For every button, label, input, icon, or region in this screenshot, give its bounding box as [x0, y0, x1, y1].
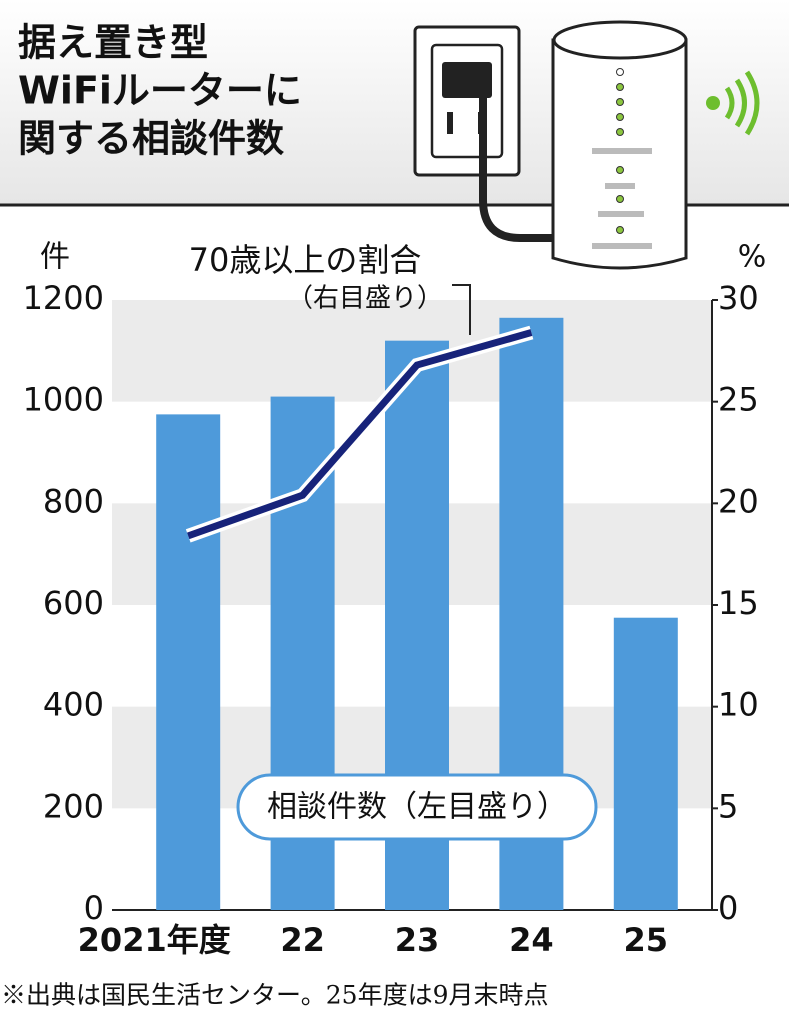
y2-unit: % — [738, 240, 767, 275]
y-tick-label: 600 — [43, 584, 104, 622]
y-tick-label: 1200 — [23, 279, 104, 317]
leader-line — [452, 284, 471, 335]
x-tick-label: 22 — [280, 921, 325, 959]
y2-tick-label: 15 — [718, 584, 759, 622]
y2-tick-label: 5 — [718, 787, 738, 825]
x-tick-label: 25 — [624, 921, 669, 959]
x-tick-label: 23 — [395, 921, 440, 959]
y2-tick-label: 10 — [718, 686, 759, 724]
bar — [156, 414, 221, 910]
x-tick-label: 2021年度 — [78, 921, 231, 959]
x-tick-label: 24 — [509, 921, 554, 959]
footnote: ※出典は国民生活センター。25年度は9月末時点 — [1, 981, 548, 1010]
y-tick-label: 1000 — [23, 381, 104, 419]
router-illustration — [551, 20, 760, 270]
title-line: 関する相談件数 — [18, 117, 284, 161]
y2-tick-label: 0 — [718, 889, 738, 927]
series-label-box — [236, 773, 598, 841]
outlet-illustration — [413, 25, 560, 242]
line — [187, 329, 533, 540]
y-unit: 件 — [40, 240, 70, 275]
title-line: 据え置き型 — [18, 21, 208, 65]
bar — [613, 617, 678, 910]
series-label: 相談件数（左目盛り） — [267, 790, 567, 825]
y-tick-label: 800 — [43, 482, 104, 520]
y2-tick-label: 20 — [718, 482, 759, 520]
series-label: 70歳以上の割合 — [189, 241, 422, 279]
y2-tick-label: 30 — [718, 279, 759, 317]
y-tick-label: 200 — [43, 787, 104, 825]
y2-tick-label: 25 — [718, 381, 759, 419]
series-note: （右目盛り） — [287, 284, 443, 314]
y-tick-label: 400 — [43, 686, 104, 724]
title-line: WiFiルーターに — [18, 69, 302, 113]
y-tick-label: 0 — [84, 889, 104, 927]
